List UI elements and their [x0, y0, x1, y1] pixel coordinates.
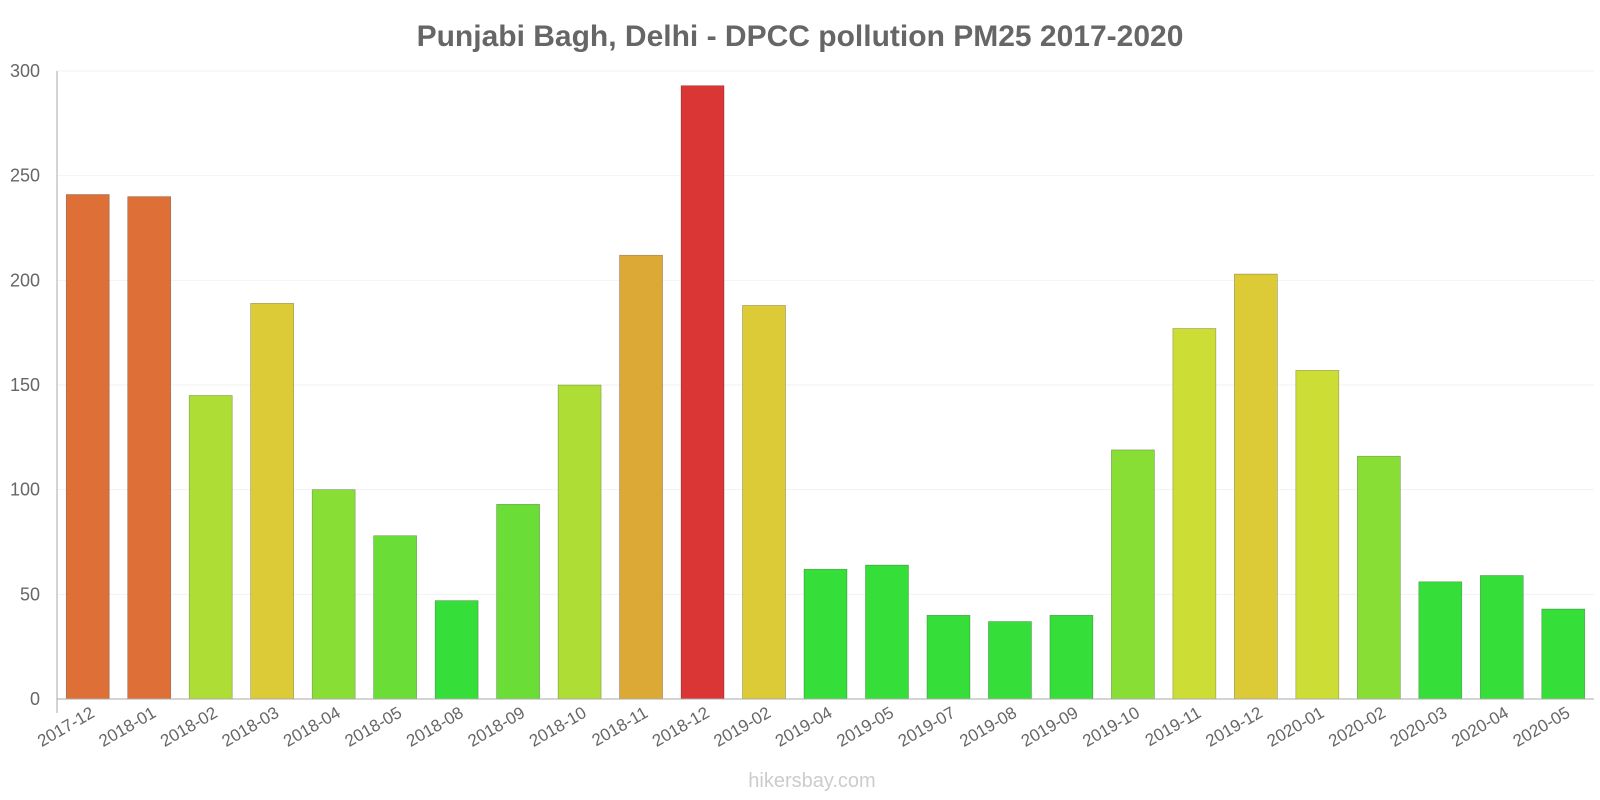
x-tick-label: 2018-02	[157, 703, 221, 751]
x-tick-label: 2019-04	[772, 703, 836, 751]
bar-2019-04	[803, 568, 848, 700]
x-tick-label: 2020-05	[1510, 703, 1574, 751]
bar-2019-12	[1234, 273, 1278, 700]
bar-2018-12	[680, 85, 725, 700]
bar-2020-01	[1295, 370, 1340, 700]
x-tick-label: 2018-04	[280, 703, 344, 751]
bar-2019-08	[988, 621, 1032, 700]
bar-2020-02	[1357, 455, 1401, 700]
x-tick-label: 2020-01	[1264, 703, 1328, 751]
x-tick-label: 2018-09	[465, 703, 529, 751]
bar-2018-04	[311, 489, 356, 700]
bar-2018-02	[188, 395, 233, 700]
bar-2020-03	[1418, 581, 1463, 700]
bar-2019-10	[1111, 449, 1155, 700]
x-tick-label: 2019-05	[833, 703, 897, 751]
x-tick-label: 2017-12	[34, 703, 98, 751]
y-tick-label: 0	[30, 689, 40, 709]
x-tick-label: 2019-09	[1018, 703, 1082, 751]
chart-title: Punjabi Bagh, Delhi - DPCC pollution PM2…	[417, 20, 1184, 53]
y-axis-ticks: 0 50 100 150 200 250 300	[10, 61, 40, 709]
x-tick-label: 2019-11	[1142, 703, 1204, 750]
x-tick-label: 2019-07	[895, 703, 959, 751]
x-tick-label: 2019-08	[956, 703, 1020, 751]
x-tick-label: 2019-12	[1202, 703, 1266, 751]
x-tick-label: 2020-02	[1325, 703, 1389, 751]
y-tick-label: 250	[10, 166, 40, 186]
bar-2020-05	[1541, 608, 1586, 700]
x-tick-label: 2018-05	[342, 703, 406, 751]
bar-2019-07	[926, 614, 971, 700]
bar-2018-03	[250, 303, 294, 700]
bar-2019-09	[1049, 614, 1094, 700]
x-tick-label: 2018-12	[649, 703, 713, 751]
x-tick-label: 2019-10	[1079, 703, 1143, 751]
axes	[56, 71, 1594, 713]
bar-2018-11	[619, 254, 663, 700]
x-tick-label: 2020-04	[1448, 703, 1512, 751]
bar-2018-10	[557, 384, 602, 700]
bar-2017-12	[65, 194, 110, 700]
x-tick-label: 2018-11	[589, 703, 651, 750]
x-tick-label: 2019-02	[710, 703, 774, 751]
x-tick-label: 2018-01	[96, 703, 160, 751]
bar-2019-05	[865, 564, 909, 700]
bar-2018-08	[434, 600, 479, 700]
y-tick-label: 300	[10, 61, 40, 81]
x-tick-label: 2018-03	[219, 703, 283, 751]
y-tick-label: 200	[10, 270, 40, 290]
y-tick-label: 50	[20, 584, 40, 604]
bar-2019-02	[742, 305, 786, 700]
y-tick-label: 100	[10, 480, 40, 500]
bars	[65, 85, 1586, 700]
bar-2020-04	[1479, 575, 1524, 700]
bar-2018-05	[373, 535, 417, 700]
bar-2018-09	[496, 504, 540, 700]
bar-2018-01	[127, 196, 172, 700]
x-tick-label: 2020-03	[1387, 703, 1451, 751]
bar-2019-11	[1172, 328, 1217, 700]
x-tick-label: 2018-10	[526, 703, 590, 751]
x-tick-label: 2018-08	[403, 703, 467, 751]
x-axis-ticks: 2017-122018-012018-022018-032018-042018-…	[34, 703, 1573, 751]
y-tick-label: 150	[10, 375, 40, 395]
watermark: hikersbay.com	[748, 770, 875, 792]
